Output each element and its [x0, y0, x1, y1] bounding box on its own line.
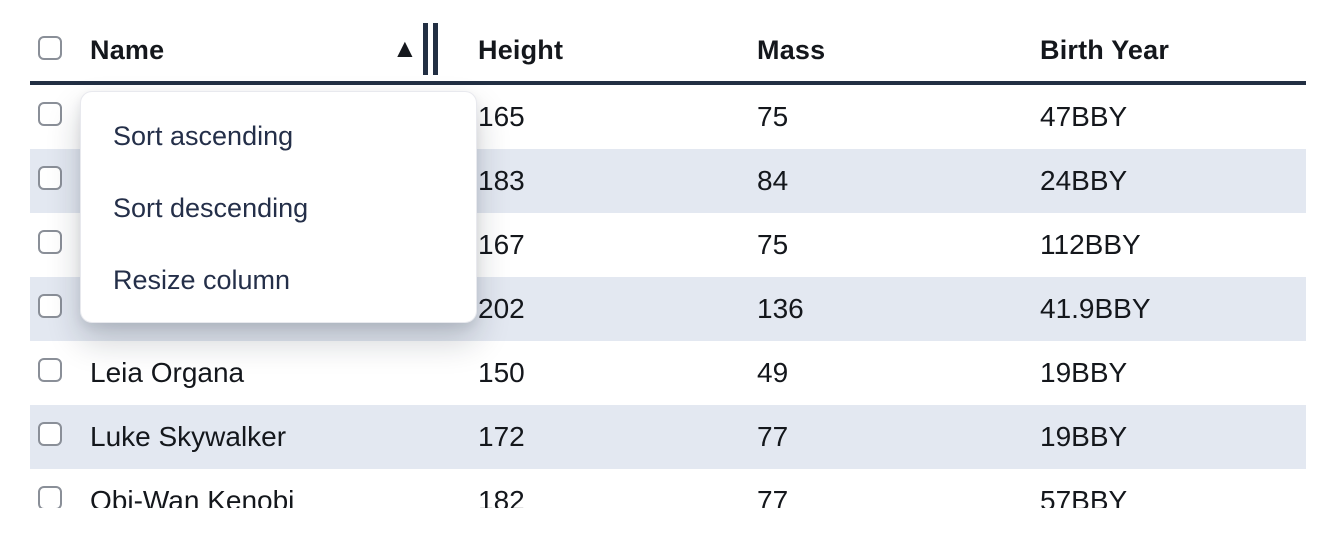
cell-birth-year: 112BBY [1040, 229, 1141, 260]
menu-item-sort-ascending[interactable]: Sort ascending [81, 100, 476, 172]
cell-name: Obi-Wan Kenobi [90, 485, 295, 508]
cell-mass: 75 [757, 101, 789, 132]
table-row: Luke Skywalker 172 77 19BBY [30, 405, 1306, 469]
menu-item-resize-column-label: Resize column [113, 264, 291, 295]
select-all-checkbox[interactable] [38, 36, 62, 60]
row-select-checkbox[interactable] [38, 422, 62, 446]
row-checkbox-cell [30, 293, 90, 325]
cell-birth-year: 57BBY [1040, 485, 1128, 508]
cell-height: 165 [478, 101, 525, 132]
data-table: Name Height Mass Birth Year ▲ 165 75 47 [30, 20, 1306, 508]
row-checkbox-cell [30, 421, 90, 453]
row-select-checkbox[interactable] [38, 102, 62, 126]
column-header-name-label: Name [90, 35, 165, 65]
table-header-row: Name Height Mass Birth Year ▲ [30, 20, 1306, 85]
table-row: 165 75 47BBY [30, 85, 1306, 149]
menu-item-sort-ascending-label: Sort ascending [113, 120, 294, 151]
header-checkbox-cell [30, 36, 90, 65]
row-checkbox-cell [30, 165, 90, 197]
cell-name: Leia Organa [90, 357, 245, 388]
row-select-checkbox[interactable] [38, 294, 62, 318]
row-checkbox-cell [30, 101, 90, 133]
menu-item-sort-descending[interactable]: Sort descending [81, 172, 476, 244]
cell-birth-year: 47BBY [1040, 101, 1128, 132]
cell-birth-year: 19BBY [1040, 357, 1128, 388]
row-checkbox-cell [30, 485, 90, 508]
sort-ascending-icon: ▲ [392, 33, 418, 63]
cell-mass: 49 [757, 357, 789, 388]
row-select-checkbox[interactable] [38, 230, 62, 254]
cell-height: 183 [478, 165, 525, 196]
row-checkbox-cell [30, 357, 90, 389]
menu-item-sort-descending-label: Sort descending [113, 192, 309, 223]
cell-mass: 77 [757, 421, 789, 452]
column-header-birth-year-label: Birth Year [1040, 35, 1170, 65]
row-checkbox-cell [30, 229, 90, 261]
cell-height: 172 [478, 421, 525, 452]
cell-height: 167 [478, 229, 525, 260]
column-context-menu: Sort ascending Sort descending Resize co… [80, 91, 477, 323]
column-resize-handle-icon[interactable] [423, 23, 438, 75]
cell-birth-year: 24BBY [1040, 165, 1128, 196]
row-select-checkbox[interactable] [38, 166, 62, 190]
cell-birth-year: 19BBY [1040, 421, 1128, 452]
table-row: Obi-Wan Kenobi 182 77 57BBY [30, 469, 1306, 508]
cell-mass: 75 [757, 229, 789, 260]
table-body: 165 75 47BBY 183 84 24BBY 167 75 112BBY … [30, 85, 1306, 508]
cell-height: 182 [478, 485, 525, 508]
cell-height: 150 [478, 357, 525, 388]
cell-mass: 136 [757, 293, 804, 324]
column-header-mass[interactable]: Mass [757, 35, 1040, 66]
table-row: 167 75 112BBY [30, 213, 1306, 277]
resize-bar-left [423, 23, 428, 75]
column-header-mass-label: Mass [757, 35, 826, 65]
resize-bar-right [433, 23, 438, 75]
table-row: Leia Organa 150 49 19BBY [30, 341, 1306, 405]
cell-height: 202 [478, 293, 525, 324]
row-select-checkbox[interactable] [38, 358, 62, 382]
menu-item-resize-column[interactable]: Resize column [81, 244, 476, 316]
cell-mass: 84 [757, 165, 789, 196]
row-select-checkbox[interactable] [38, 486, 62, 508]
column-header-birth-year[interactable]: Birth Year [1040, 35, 1306, 66]
cell-name: Luke Skywalker [90, 421, 287, 452]
column-header-name[interactable]: Name [90, 35, 478, 66]
cell-birth-year: 41.9BBY [1040, 293, 1151, 324]
column-header-height[interactable]: Height [478, 35, 757, 66]
cell-mass: 77 [757, 485, 789, 508]
column-header-height-label: Height [478, 35, 564, 65]
